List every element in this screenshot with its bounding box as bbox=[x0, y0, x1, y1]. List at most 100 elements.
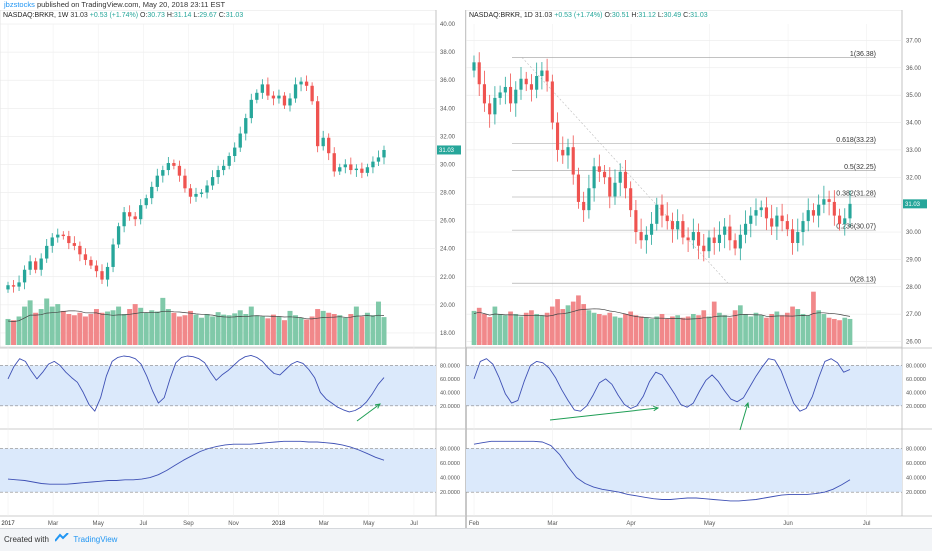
candle-body bbox=[738, 234, 742, 249]
fib-level-label: 0.382(31.28) bbox=[836, 190, 876, 197]
candle-body bbox=[111, 244, 115, 267]
volume-bar bbox=[5, 318, 11, 345]
volume-bar bbox=[221, 314, 227, 345]
candle-body bbox=[332, 153, 336, 172]
price-tick-label: 32.00 bbox=[906, 175, 922, 181]
time-tick-label: Mar bbox=[48, 521, 58, 527]
author-link[interactable]: jbzstocks bbox=[4, 0, 35, 9]
topbar: jbzstocks published on TradingView.com, … bbox=[0, 0, 932, 9]
volume-bar bbox=[602, 315, 607, 345]
time-tick-label: Sep bbox=[183, 521, 194, 527]
candle-body bbox=[785, 221, 789, 230]
candle-body bbox=[639, 232, 643, 241]
volume-bar bbox=[831, 318, 837, 345]
time-tick-label: Mar bbox=[547, 521, 557, 527]
stochastic-1-tick-label: 80.0000 bbox=[906, 363, 926, 369]
stochastic-2-line bbox=[7, 440, 385, 485]
price-tick-label: 29.00 bbox=[906, 257, 922, 263]
candle-body bbox=[382, 149, 386, 158]
footer: Created with TradingView bbox=[0, 528, 932, 551]
volume-bar bbox=[364, 312, 370, 345]
volume-bar bbox=[116, 306, 122, 345]
candle-body bbox=[613, 182, 617, 197]
time-tick-label: Jul bbox=[139, 521, 147, 527]
price-tick-label: 28.00 bbox=[440, 191, 456, 197]
volume-bar bbox=[513, 314, 519, 345]
volume-bar bbox=[837, 320, 842, 345]
price-tick-label: 27.00 bbox=[906, 312, 922, 318]
volume-bar bbox=[293, 315, 299, 345]
volume-bar bbox=[88, 314, 94, 345]
candle-body bbox=[660, 204, 664, 216]
candle-body bbox=[238, 133, 242, 148]
weekly-chart-panel[interactable]: NASDAQ:BRKR, 1W 31.03 +0.53 (+1.74%) O:3… bbox=[0, 9, 466, 528]
candle-body bbox=[133, 216, 137, 220]
time-tick-label: Nov bbox=[228, 521, 239, 527]
candle-body bbox=[670, 221, 675, 230]
annotation-arrow bbox=[549, 407, 659, 421]
candle-body bbox=[832, 201, 836, 216]
stochastic-1-tick-label: 40.0000 bbox=[440, 390, 460, 396]
candle-body bbox=[702, 245, 706, 252]
volume-bar bbox=[497, 314, 503, 345]
candle-body bbox=[770, 218, 774, 227]
candle-body bbox=[676, 221, 680, 230]
price-tick-label: 30.00 bbox=[440, 162, 456, 168]
volume-bar bbox=[758, 315, 764, 345]
price-tick-label: 24.00 bbox=[440, 247, 456, 253]
volume-bar bbox=[77, 312, 83, 345]
volume-bar bbox=[774, 311, 780, 345]
volume-bar bbox=[248, 306, 254, 345]
volume-bar bbox=[93, 309, 99, 345]
volume-bar bbox=[534, 314, 540, 345]
time-tick-label: May bbox=[363, 521, 374, 527]
volume-bar bbox=[315, 309, 321, 345]
volume-bar bbox=[492, 306, 498, 345]
volume-bar bbox=[320, 310, 326, 345]
daily-chart-panel[interactable]: NASDAQ:BRKR, 1D 31.03 +0.53 (+1.74%) O:3… bbox=[465, 9, 932, 528]
candle-body bbox=[514, 89, 518, 104]
volume-bar bbox=[623, 314, 628, 345]
price-tick-label: 30.00 bbox=[906, 230, 922, 236]
volume-bar bbox=[502, 315, 508, 345]
candle-body bbox=[183, 175, 187, 189]
volume-bar bbox=[591, 312, 597, 345]
candle-body bbox=[749, 215, 753, 224]
candle-body bbox=[321, 137, 325, 147]
volume-bar bbox=[675, 315, 681, 345]
candle-body bbox=[349, 164, 353, 171]
volume-bar bbox=[204, 314, 210, 345]
volume-bar bbox=[138, 307, 144, 345]
candle-body bbox=[681, 221, 685, 238]
daily-chart-svg[interactable]: 37.0036.0035.0034.0033.0032.0031.0030.00… bbox=[465, 9, 932, 528]
candle-body bbox=[535, 76, 539, 90]
volume-bar bbox=[215, 312, 221, 345]
stochastic-2-tick-label: 40.0000 bbox=[440, 476, 460, 482]
price-tick-label: 36.00 bbox=[440, 78, 456, 84]
candle-body bbox=[288, 98, 292, 106]
candle-body bbox=[686, 237, 690, 241]
candle-body bbox=[790, 229, 795, 243]
candle-body bbox=[519, 78, 523, 90]
daily-chart-header: NASDAQ:BRKR, 1D 31.03 +0.53 (+1.74%) O:3… bbox=[469, 12, 708, 20]
candle-body bbox=[6, 285, 10, 290]
candle-body bbox=[94, 265, 99, 272]
volume-bar bbox=[165, 309, 171, 345]
stochastic-2-tick-label: 60.0000 bbox=[440, 461, 460, 467]
candle-body bbox=[260, 84, 265, 93]
volume-bar bbox=[800, 314, 806, 345]
candle-body bbox=[848, 203, 852, 219]
tradingview-brand[interactable]: TradingView bbox=[73, 535, 118, 545]
weekly-chart-svg[interactable]: 40.00 38.00 36.00 34.00 32.00 30.00 28.00 26.00… bbox=[0, 9, 466, 528]
volume-bar bbox=[476, 307, 482, 345]
volume-bar bbox=[353, 306, 359, 345]
annotation-arrow bbox=[356, 403, 381, 422]
tradingview-logo-icon[interactable] bbox=[54, 529, 69, 551]
candle-body bbox=[759, 207, 763, 211]
volume-bar bbox=[701, 310, 707, 345]
candle-body bbox=[83, 254, 88, 260]
volume-bar bbox=[706, 316, 712, 345]
volume-bar bbox=[649, 318, 654, 345]
volume-bar bbox=[298, 317, 304, 345]
candle-body bbox=[780, 215, 784, 222]
